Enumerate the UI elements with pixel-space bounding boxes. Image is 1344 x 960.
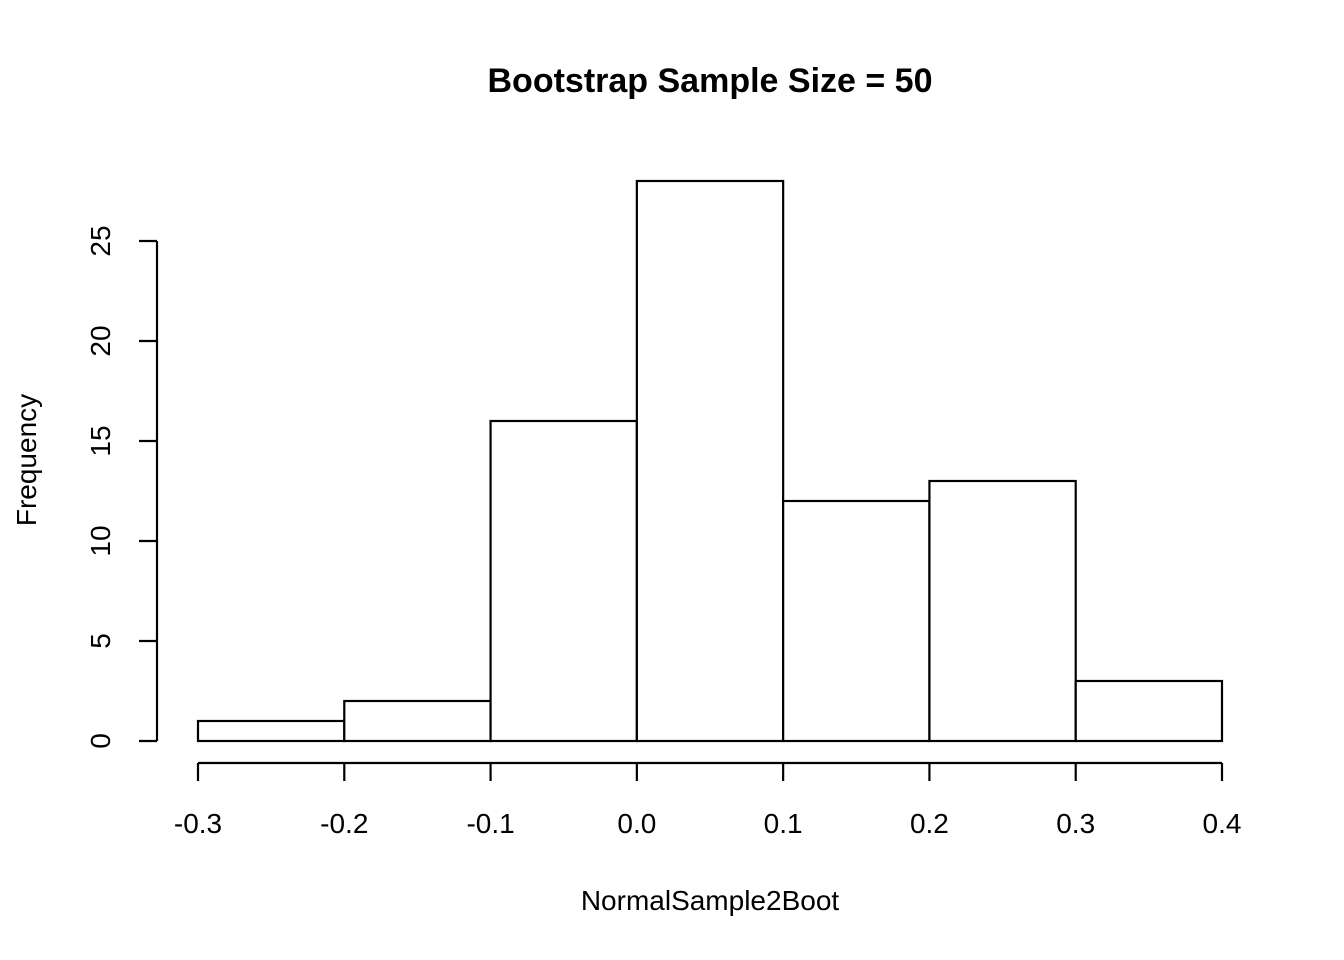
chart-title: Bootstrap Sample Size = 50	[488, 62, 933, 100]
y-tick-label: 15	[85, 425, 116, 456]
histogram-bar-2	[489, 419, 638, 743]
y-tick-label: 0	[85, 733, 116, 749]
x-tick-label: 0.1	[764, 808, 803, 839]
x-tick-label: -0.3	[174, 808, 222, 839]
x-tick-label: 0.3	[1056, 808, 1095, 839]
y-tick-label: 10	[85, 525, 116, 556]
x-tick-label: 0.4	[1203, 808, 1242, 839]
x-tick-label: -0.1	[466, 808, 514, 839]
y-axis: 0 5 10 15 20 25	[85, 225, 159, 749]
y-tick-label: 20	[85, 325, 116, 356]
histogram-bar-4	[782, 499, 931, 743]
y-tick-label: 25	[85, 225, 116, 256]
histogram-bar-3	[635, 179, 785, 743]
x-tick-label: 0.0	[617, 808, 656, 839]
histogram-bar-5	[928, 479, 1077, 743]
y-axis-label: Frequency	[11, 394, 42, 526]
histogram-bar-1	[343, 699, 492, 743]
x-tick-label: -0.2	[320, 808, 368, 839]
histogram-bar-6	[1074, 679, 1224, 743]
x-axis: -0.3 -0.2 -0.1 0.0 0.1 0.2 0.3 0.4	[174, 761, 1242, 839]
histogram-bar-0	[196, 719, 346, 743]
y-tick-label: 5	[85, 633, 116, 649]
x-axis-label: NormalSample2Boot	[581, 885, 840, 916]
bars-group	[196, 179, 1224, 743]
x-tick-label: 0.2	[910, 808, 949, 839]
